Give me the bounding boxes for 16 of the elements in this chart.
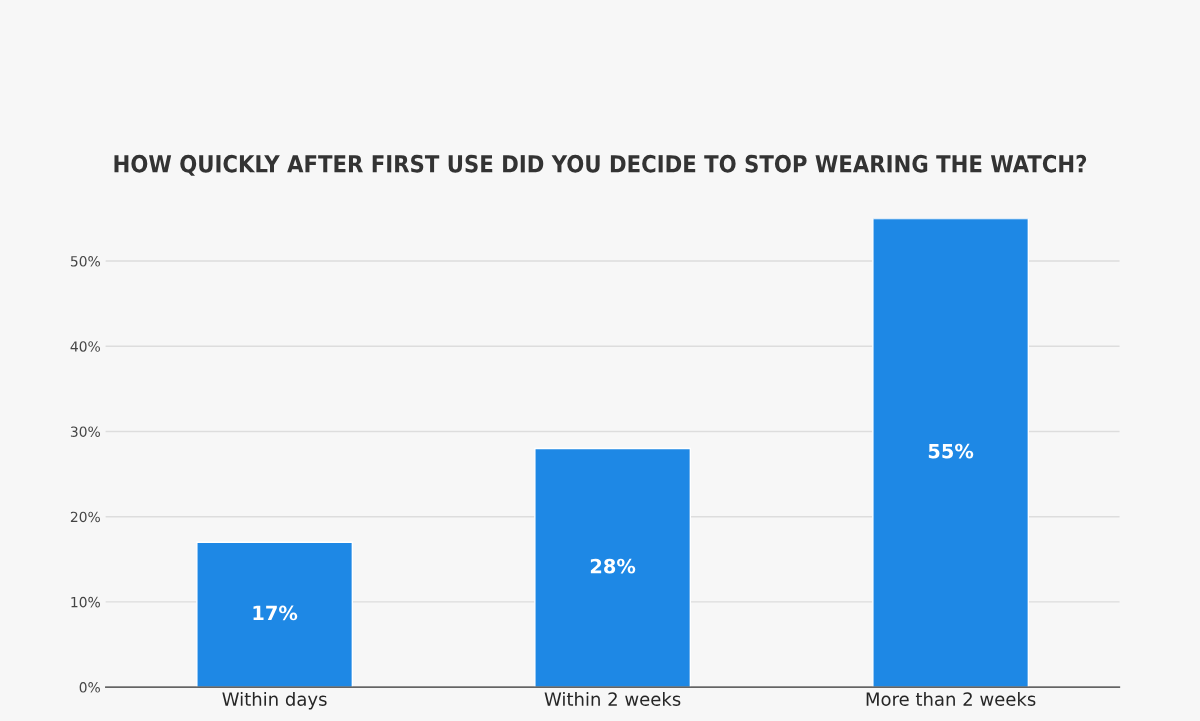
data-label: 55%	[928, 443, 974, 459]
chart-title: HOW QUICKLY AFTER FIRST USE DID YOU DECIDE TO STOP WEARING THE WATCH?	[114, 154, 1087, 176]
y-tick-label: 40%	[70, 341, 100, 352]
data-label: 28%	[590, 558, 636, 574]
y-tick-label: 10%	[71, 596, 100, 608]
data-label: 17%	[253, 605, 298, 621]
x-tick-label: More than 2 weeks	[866, 691, 1036, 706]
y-tick-label: 30%	[70, 426, 100, 437]
bar	[872, 218, 1030, 688]
y-tick-label: 50%	[70, 256, 100, 267]
y-tick-label: 20%	[70, 511, 100, 523]
x-tick-label: Within days	[222, 691, 327, 710]
x-tick-label: Within 2 weeks	[544, 691, 681, 706]
bar	[534, 447, 692, 688]
bar	[196, 541, 354, 688]
y-tick-label: 0%	[79, 682, 100, 693]
